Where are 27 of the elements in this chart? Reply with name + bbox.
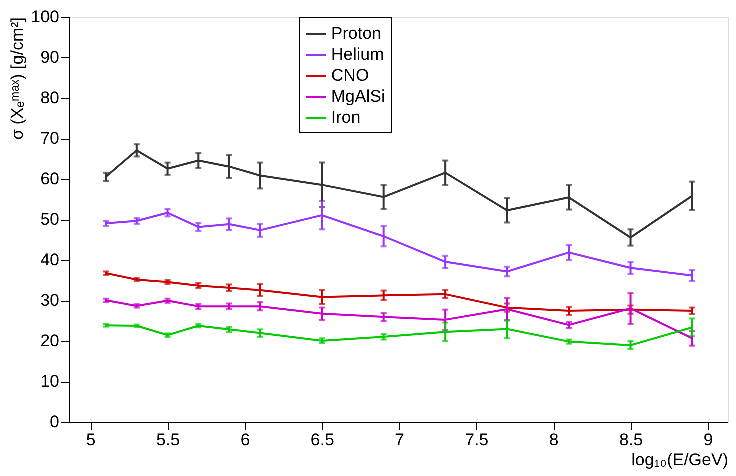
x-axis-title: log₁₀(E/GeV): [632, 450, 728, 470]
y-axis-title: σ (Xₑᵐᵃˣ) [g/cm²]: [8, 18, 28, 140]
y-tick-label: 40: [40, 250, 60, 270]
x-tick-label: 5: [86, 430, 96, 450]
x-tick-label: 8: [549, 430, 559, 450]
y-tick-label: 70: [40, 129, 60, 148]
legend-label: CNO: [331, 66, 370, 85]
y-tick-label: 80: [40, 88, 60, 108]
x-tick-label: 7: [395, 430, 405, 450]
x-tick-label: 6.5: [310, 430, 334, 450]
y-tick-label: 0: [50, 412, 60, 432]
y-tick-label: 30: [40, 291, 60, 310]
legend-label: Iron: [331, 108, 361, 127]
y-tick-label: 50: [40, 210, 60, 229]
y-tick-label: 10: [40, 372, 60, 391]
x-tick-label: 7.5: [465, 430, 489, 450]
legend-label: MgAlSi: [331, 87, 386, 106]
y-tick-label: 60: [40, 170, 60, 188]
x-tick-label: 6: [240, 430, 250, 450]
x-tick-label: 8.5: [619, 430, 644, 450]
y-tick-label: 20: [40, 332, 60, 350]
y-tick-label: 90: [40, 48, 60, 67]
x-tick-label: 9: [704, 430, 714, 450]
legend-label: Helium: [331, 45, 384, 64]
x-tick-label: 5.5: [156, 430, 180, 450]
legend-label: Proton: [331, 24, 382, 43]
y-tick-label: 100: [31, 8, 60, 26]
